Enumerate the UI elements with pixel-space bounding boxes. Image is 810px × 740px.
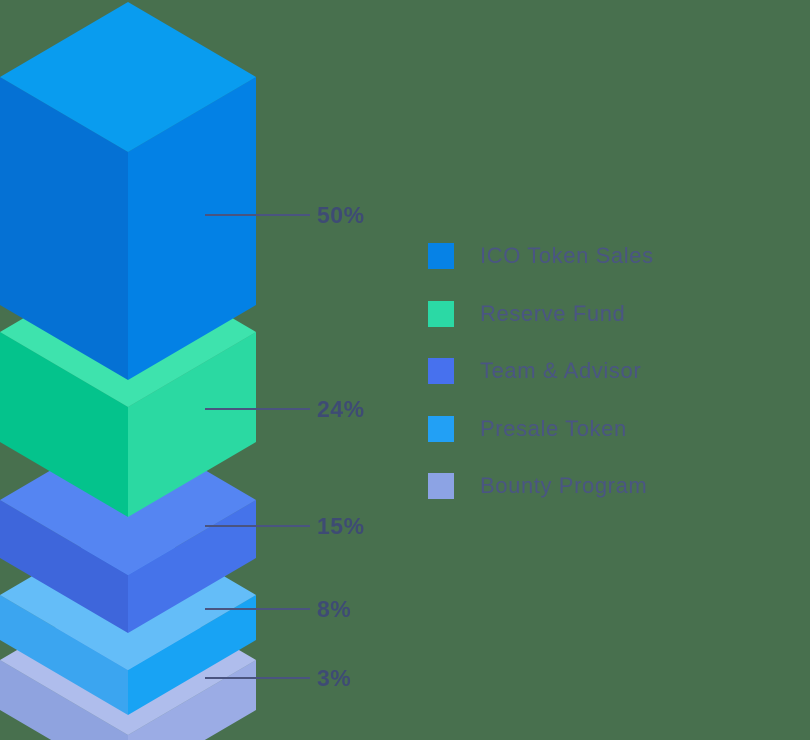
legend-swatch-reserve-fund [428,300,454,327]
slab-presale-token-left-face [0,595,128,715]
legend-label-team-and-advisor: Team & Advisor [480,358,642,383]
legend-label-presale-token: Presale Token [480,415,627,441]
legend-item-ico-token-sales: ICO Token Sales [428,237,654,275]
legend-swatch-presale-token [428,415,454,442]
slab-bounty-program-right-face [128,660,256,740]
percent-label-50: 50% [317,202,365,228]
legend-label-bounty-program: Bounty Program [480,473,648,498]
slab-ico-token-sales-left-face [0,77,128,380]
slab-team-and-advisor-right-face [128,500,256,633]
legend-label-reserve-fund: Reserve Fund [480,300,626,326]
slab-bounty-program-left-face [0,660,128,740]
slab-presale-token-right-face [128,595,256,715]
legend-swatch-bounty-program [428,473,454,499]
legend-item-reserve-fund: Reserve Fund [428,295,625,333]
legend-swatch-team-and-advisor [428,358,454,384]
legend-swatch-ico-token-sales [428,243,454,269]
slab-reserve-fund-left-face [0,332,128,517]
legend-label-ico-token-sales: ICO Token Sales [480,243,654,268]
percent-label-15: 15% [317,513,365,539]
legend-item-bounty-program: Bounty Program [428,467,647,505]
percent-label-24: 24% [317,396,365,422]
legend-item-presale-token: Presale Token [428,410,627,448]
slab-ico-token-sales-top-face [0,2,256,152]
percent-label-8: 8% [317,596,352,622]
percent-label-3: 3% [317,665,352,691]
slab-reserve-fund-right-face [128,332,256,517]
slab-team-and-advisor-left-face [0,500,128,633]
slab-ico-token-sales-right-face [128,77,256,380]
legend-item-team-and-advisor: Team & Advisor [428,352,641,390]
